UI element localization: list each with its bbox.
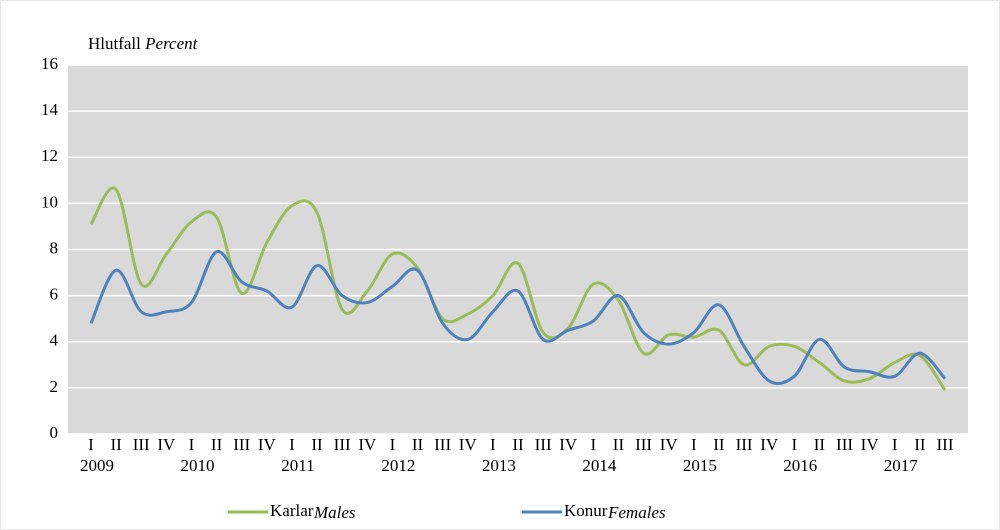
- x-tick-label: III: [635, 435, 652, 454]
- line: [89, 250, 947, 386]
- y-tick-label: 10: [41, 192, 58, 211]
- x-tick-label: IV: [660, 435, 679, 454]
- x-tick-label: I: [390, 435, 396, 454]
- x-tick-label: I: [490, 435, 496, 454]
- x-tick-label: III: [233, 435, 250, 454]
- x-tick-label: II: [914, 435, 926, 454]
- x-tick-label: IV: [459, 435, 478, 454]
- x-tick-label: IV: [760, 435, 779, 454]
- x-tick-label: I: [691, 435, 697, 454]
- x-tick-label: III: [334, 435, 351, 454]
- line: [89, 186, 947, 392]
- y-tick-label: 16: [41, 54, 58, 73]
- year-label: 2015: [683, 456, 717, 475]
- x-tick-label: IV: [861, 435, 880, 454]
- year-label: 2012: [381, 456, 415, 475]
- x-tick-label: IV: [559, 435, 578, 454]
- x-tick-label: I: [88, 435, 94, 454]
- x-tick-label: IV: [258, 435, 277, 454]
- x-tick-label: II: [814, 435, 826, 454]
- x-tick-label: II: [512, 435, 524, 454]
- x-tick-label: II: [613, 435, 625, 454]
- x-tick-label: I: [189, 435, 195, 454]
- x-tick-label: II: [412, 435, 424, 454]
- year-label: 2013: [482, 456, 516, 475]
- legend-label-en: Females: [607, 503, 666, 522]
- x-tick-label: I: [791, 435, 797, 454]
- year-label: 2016: [783, 456, 817, 475]
- x-tick-label: IV: [157, 435, 176, 454]
- y-tick-label: 2: [50, 377, 59, 396]
- y-label: Hlutfall: [88, 34, 141, 53]
- legend-label: Karlar: [270, 501, 314, 520]
- x-tick-label: II: [110, 435, 122, 454]
- y-tick-label: 8: [50, 238, 59, 257]
- x-tick-label: III: [736, 435, 753, 454]
- x-tick-label: I: [289, 435, 295, 454]
- x-tick-label: IV: [358, 435, 377, 454]
- year-label: 2009: [80, 456, 114, 475]
- y-tick-label: 12: [41, 146, 58, 165]
- x-tick-label: II: [211, 435, 223, 454]
- year-label: 2010: [180, 456, 214, 475]
- y-tick-label: 4: [50, 331, 59, 350]
- x-tick-label: II: [311, 435, 323, 454]
- year-label: 2011: [281, 456, 314, 475]
- x-tick-label: III: [836, 435, 853, 454]
- y-tick-label: 14: [41, 100, 59, 119]
- year-label: 2017: [884, 456, 919, 475]
- legend-label-en: Males: [313, 503, 356, 522]
- x-tick-label: III: [133, 435, 150, 454]
- x-tick-label: III: [434, 435, 451, 454]
- legend-label: Konur: [564, 501, 608, 520]
- x-tick-label: II: [713, 435, 725, 454]
- y-tick-label: 6: [50, 285, 59, 304]
- y-axis-label: Hlutfall Percent: [88, 34, 199, 53]
- x-tick-label: I: [591, 435, 597, 454]
- x-tick-label: III: [535, 435, 552, 454]
- x-tick-label: I: [892, 435, 898, 454]
- x-tick-label: III: [937, 435, 954, 454]
- y-tick-label: 0: [50, 423, 59, 442]
- year-label: 2014: [582, 456, 617, 475]
- y-label-en: Percent: [144, 34, 199, 53]
